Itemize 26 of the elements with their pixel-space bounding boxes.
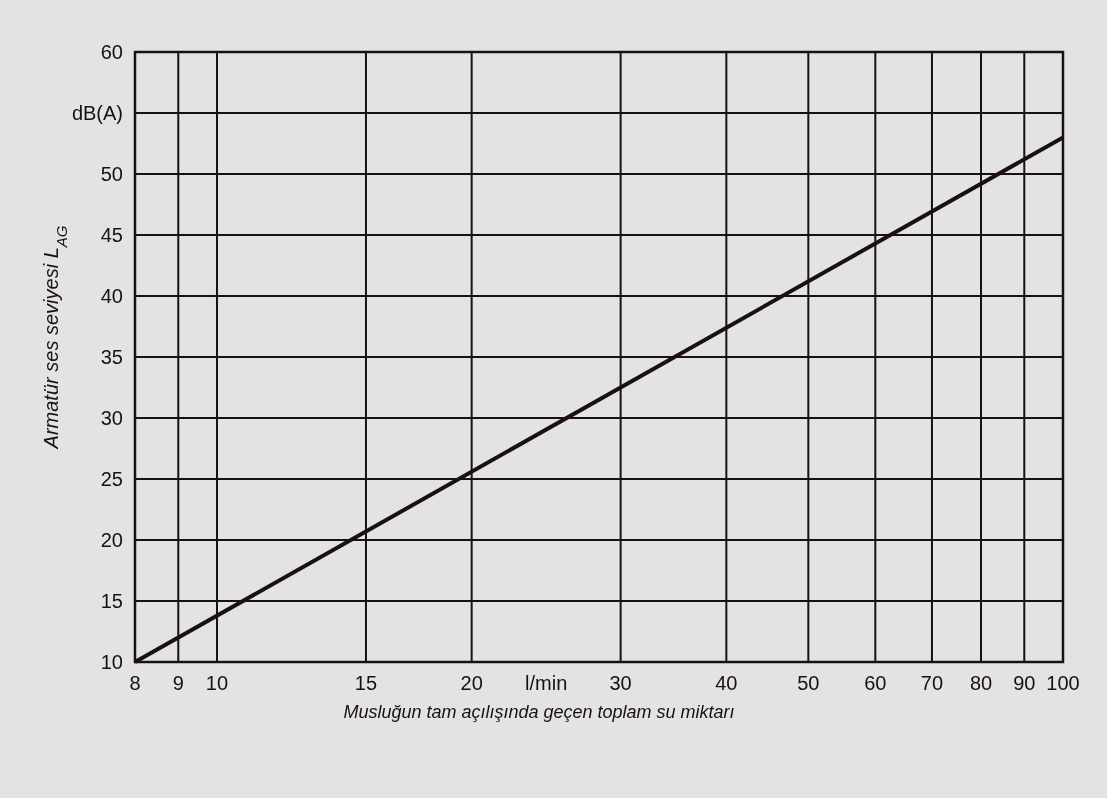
x-tick-label: 15 — [354, 672, 378, 694]
y-tick-label: 45 — [100, 224, 123, 246]
x-tick-label: 9 — [172, 672, 184, 694]
x-tick-label: 50 — [797, 672, 820, 694]
y-tick-label: 30 — [100, 407, 123, 429]
x-tick-label: 80 — [969, 672, 993, 694]
text: l/min — [525, 672, 568, 694]
x-tick-label: 20 — [460, 672, 483, 694]
y-tick-label: 25 — [100, 468, 123, 490]
y-tick-label: 10 — [100, 651, 123, 673]
y-tick-label: 60 — [100, 41, 123, 63]
y-tick-label: dB(A) — [71, 102, 123, 124]
x-tick-label: 100 — [1046, 672, 1080, 694]
x-tick-label: 30 — [609, 672, 632, 694]
y-tick-label: 40 — [100, 285, 123, 307]
y-tick-label: 35 — [100, 346, 123, 368]
x-axis-title: Musluğun tam açılışında geçen toplam su miktarı — [343, 702, 735, 722]
x-tick-label: 10 — [205, 672, 229, 694]
y-tick-label: 50 — [100, 163, 123, 185]
x-tick-label: 40 — [715, 672, 738, 694]
y-tick-label: 15 — [100, 590, 123, 612]
y-tick-label: 20 — [100, 529, 123, 551]
x-tick-label: 90 — [1013, 672, 1036, 694]
x-tick-label: 70 — [920, 672, 944, 694]
x-tick-label: 60 — [864, 672, 887, 694]
x-tick-label: 8 — [129, 672, 141, 694]
